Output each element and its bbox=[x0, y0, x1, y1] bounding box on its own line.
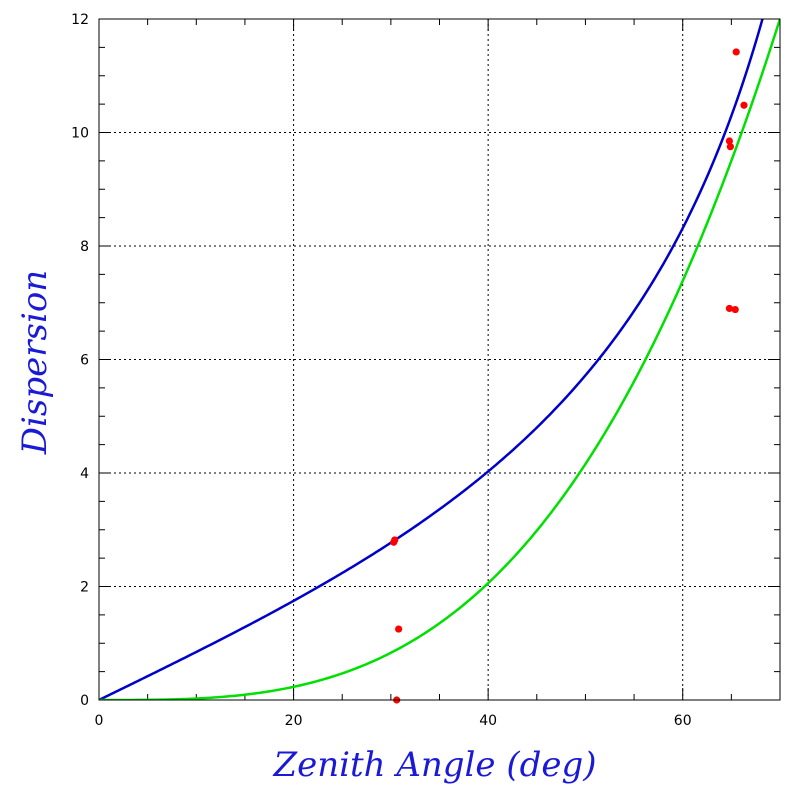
x-tick-label: 40 bbox=[479, 713, 497, 729]
grid-lines bbox=[99, 19, 780, 700]
y-axis-title: Dispersion bbox=[15, 270, 55, 455]
x-tick-label: 20 bbox=[285, 713, 303, 729]
plot-frame bbox=[98, 18, 781, 701]
x-axis-title: Zenith Angle (deg) bbox=[272, 745, 596, 785]
data-points bbox=[390, 48, 748, 704]
minor-ticks bbox=[98, 18, 781, 701]
y-tick-label: 4 bbox=[80, 466, 89, 482]
y-tick-label: 2 bbox=[80, 580, 89, 596]
y-tick-label: 8 bbox=[80, 239, 89, 255]
data-point bbox=[731, 305, 739, 314]
data-point bbox=[726, 143, 734, 151]
data-point bbox=[390, 538, 398, 546]
y-tick-label: 6 bbox=[80, 353, 89, 369]
data-point bbox=[725, 137, 734, 145]
data-point bbox=[740, 101, 748, 109]
data-point bbox=[395, 625, 403, 633]
tan-fit-curve bbox=[99, 19, 764, 700]
y-tick-label: 10 bbox=[71, 126, 89, 142]
x-tick-label: 0 bbox=[95, 713, 104, 729]
poly-fit-curve bbox=[99, 19, 780, 700]
data-point bbox=[732, 48, 740, 56]
x-tick-label: 60 bbox=[674, 713, 692, 729]
y-tick-label: 0 bbox=[80, 693, 89, 709]
fit-curves bbox=[99, 19, 780, 700]
y-tick-label: 12 bbox=[71, 12, 89, 28]
data-point bbox=[725, 304, 734, 313]
tick-labels: 0 20 40 60 0 2 4 6 8 10 12 bbox=[71, 12, 691, 729]
